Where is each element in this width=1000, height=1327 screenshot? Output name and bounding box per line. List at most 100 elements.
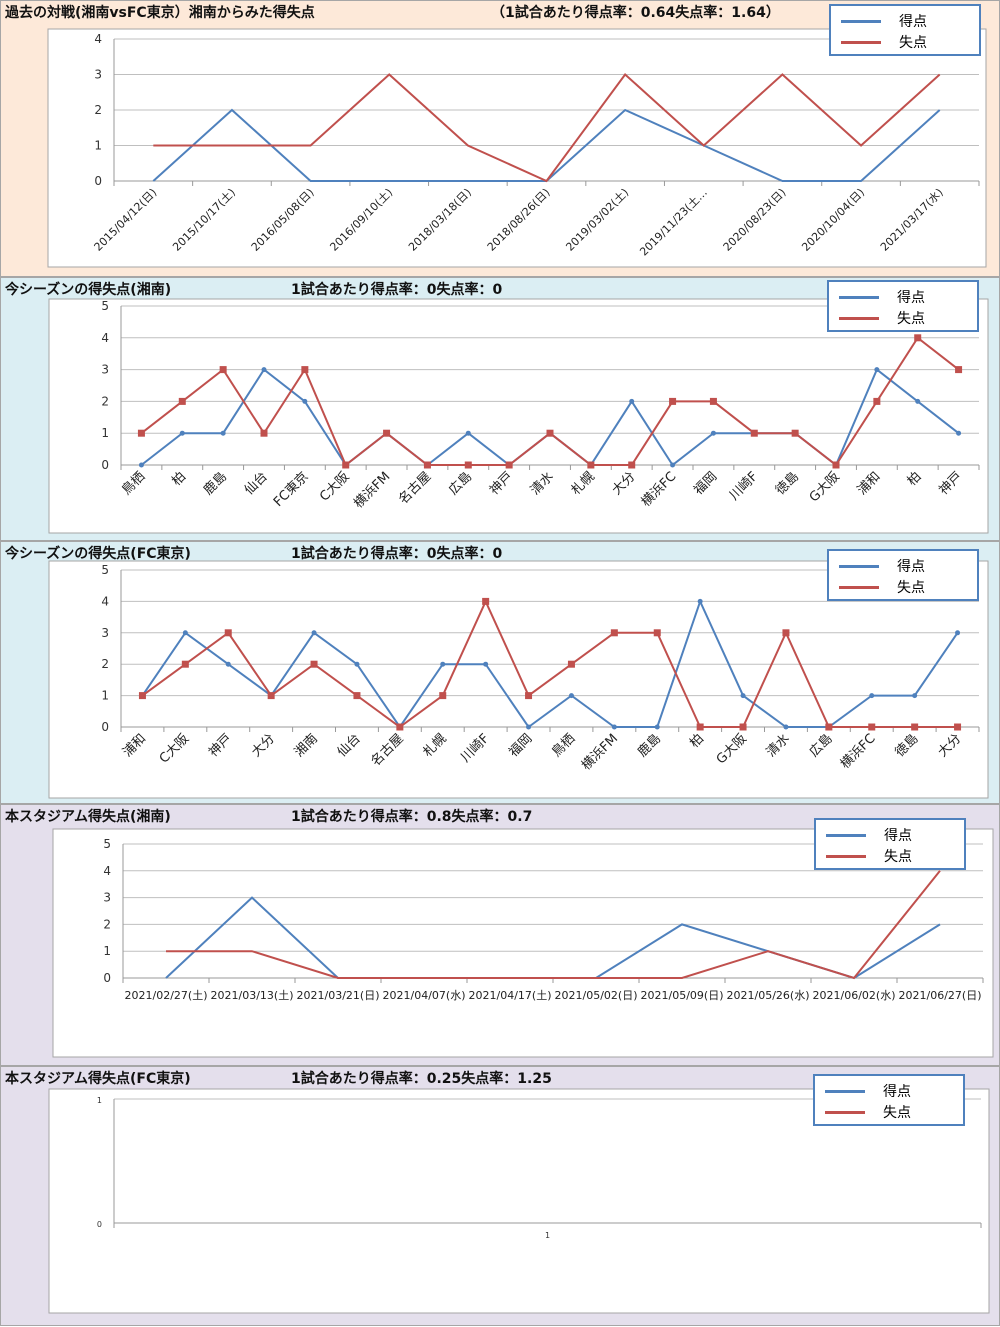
x-tick-label: 2021/04/17(土) [469,989,552,1002]
legend-item-score: 得点 [825,1081,955,1101]
y-tick-label: 2 [101,394,109,408]
legend: 得点 失点 [813,1074,965,1126]
data-point-score [670,462,676,468]
data-point-conceded [525,692,533,700]
data-point-conceded [911,723,919,731]
legend-label: 得点 [897,559,925,575]
data-point-conceded [342,461,350,469]
y-tick-label: 4 [101,594,109,608]
data-point-conceded [138,692,146,700]
y-tick-label: 1 [103,944,111,958]
legend-label: 失点 [899,35,927,51]
data-point-conceded [181,660,189,668]
data-point-conceded [137,429,145,437]
chart-title: 本スタジアム得失点(FC東京) [5,1071,191,1087]
x-tick-label: 2021/06/27(日) [899,989,982,1002]
legend-label: 得点 [899,14,927,30]
data-point-conceded [709,397,717,405]
series-line-conceded [153,73,941,183]
chart-4: 0 1 2 3 4 5 2021/02/27(土) 2021/03/13(土) 2021/03/… [52,828,994,1058]
y-tick-label: 0 [103,971,111,985]
chart-title: 本スタジアム得失点(湘南) [5,809,171,825]
data-point-score [710,430,716,436]
legend-item-score: 得点 [839,287,969,307]
data-point-conceded [825,723,833,731]
y-tick-label: 0 [97,1220,102,1229]
rate-text: 1試合あたり得点率：0.25失点率：1.25 [291,1071,552,1087]
data-point-conceded [750,429,758,437]
y-tick-label: 3 [101,363,109,377]
data-point-conceded [567,660,575,668]
chart-title: 過去の対戦(湘南vsFC東京）湘南からみた得失点 [5,5,315,21]
data-point-conceded [219,366,227,374]
data-point-score [915,398,921,404]
y-tick-label: 1 [101,689,109,703]
y-tick-label: 3 [103,891,111,905]
chart-area [48,298,989,534]
legend-swatch [826,834,866,837]
data-point-conceded [353,692,361,700]
data-point-score [465,430,471,436]
y-tick-label: 3 [94,68,102,82]
data-point-conceded [739,723,747,731]
x-tick-label: 2021/05/09(日) [641,989,724,1002]
data-point-conceded [610,629,618,637]
y-tick-label: 1 [101,426,109,440]
legend-swatch [841,41,881,44]
data-point-conceded [301,366,309,374]
data-point-conceded [267,692,275,700]
data-point-score [874,367,880,373]
legend-label: 得点 [883,1084,911,1100]
data-point-score [220,430,226,436]
legend-swatch [826,855,866,858]
x-tick-label: 2021/05/02(日) [555,989,638,1002]
data-point-score [955,630,961,636]
data-point-conceded [423,461,431,469]
y-tick-label: 0 [94,174,102,188]
x-tick-label: 2021/06/02(水) [813,989,896,1002]
y-tick-label: 0 [101,458,109,472]
chart-area [48,1088,990,1314]
data-point-conceded [224,629,232,637]
y-tick-label: 2 [103,917,111,931]
x-tick-label: 2021/03/13(土) [211,989,294,1002]
legend-item-score: 得点 [839,556,969,576]
y-tick-label: 4 [103,864,111,878]
legend-label: 失点 [897,311,925,327]
y-tick-label: 4 [101,331,109,345]
legend-item-conceded: 失点 [825,1102,955,1122]
legend: 得点 失点 [827,549,979,601]
chart-area [47,28,987,268]
chart-section-1: 0 1 2 3 4 2015/04/12(日) 2015/10/17(土) 2016/05/0… [0,0,1000,277]
data-point-conceded [832,461,840,469]
legend-label: 失点 [883,1105,911,1121]
rate-text: 1試合あたり得点率：0.8失点率：0.7 [291,809,533,825]
data-point-conceded [482,597,490,605]
chart-section-2: 0 1 2 3 4 5 鳥栖柏鹿島 仙台 FC東京 C大阪 横浜FM 名古屋 広島 神戸 清水 札幌 大分 横浜F… [0,277,1000,541]
data-point-score [138,462,144,468]
data-point-conceded [873,397,881,405]
data-point-conceded [669,397,677,405]
rate-text: 1試合あたり得点率：0失点率：0 [291,282,503,298]
legend-swatch [839,565,879,568]
y-tick-label: 5 [101,563,109,577]
data-point-score [354,661,360,667]
x-tick-label: 1 [545,1231,550,1240]
data-point-conceded [310,660,318,668]
y-tick-label: 2 [94,103,102,117]
x-tick-label: 2021/04/07(水) [383,989,466,1002]
data-point-conceded [587,461,595,469]
legend-item-score: 得点 [826,825,956,845]
legend-label: 得点 [884,828,912,844]
y-tick-label: 1 [97,1096,102,1105]
data-point-score [440,661,446,667]
legend-swatch [841,20,881,23]
data-point-score [311,630,317,636]
legend: 得点失点 [827,280,979,332]
data-point-score [740,693,746,699]
data-point-conceded [914,334,922,342]
x-tick-label: 2021/02/27(土) [125,989,208,1002]
legend-swatch [839,317,879,320]
series-line-conceded [141,598,958,729]
legend: 得点 失点 [829,4,981,56]
